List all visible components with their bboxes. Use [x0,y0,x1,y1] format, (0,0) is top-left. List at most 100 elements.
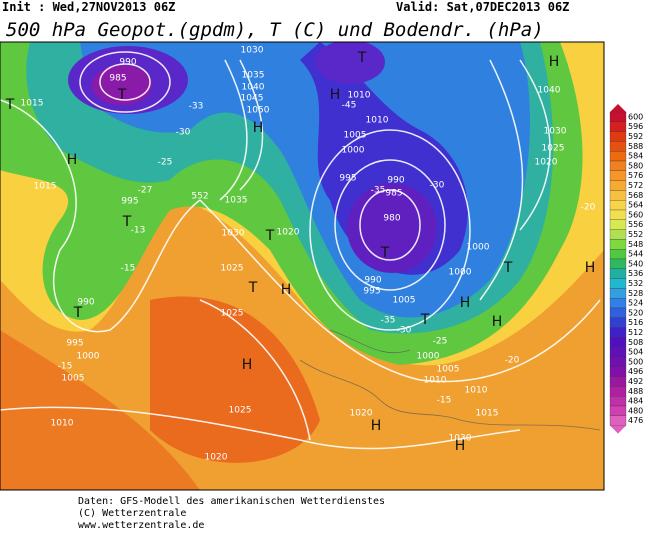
colorbar-label: 516 [628,318,643,327]
colorbar-swatch [609,200,627,211]
init-time: Init : Wed,27NOV2013 06Z [2,0,175,14]
colorbar-swatch [609,327,627,338]
isoline-label: 1025 [542,144,565,154]
colorbar-swatch [609,396,627,407]
colorbar-label: 588 [628,142,643,151]
colorbar-label: 500 [628,357,643,366]
pressure-center: H [460,295,471,311]
colorbar-label: 580 [628,161,643,170]
colorbar-label: 600 [628,112,643,121]
isoline-label: 1020 [277,228,300,238]
pressure-center: T [420,312,430,328]
colorbar-label: 524 [628,299,643,308]
isoline-label: 1010 [366,116,389,126]
isoline-label: 995 [339,174,356,184]
colorbar-swatch [609,337,627,348]
colorbar-label: 528 [628,289,643,298]
isoline-label: 1030 [222,229,245,239]
isoline-label: 1035 [225,196,248,206]
isoline-label: -27 [138,186,153,196]
isoline-label: 1010 [424,376,447,386]
pressure-center: H [253,120,264,136]
isoline-label: 1010 [348,91,371,101]
valid-time: Valid: Sat,07DEC2013 06Z [396,0,569,14]
colorbar-label: 508 [628,338,643,347]
pressure-center: T [73,305,83,321]
colorbar-swatch [609,131,627,142]
colorbar-swatch [609,249,627,260]
pressure-center: H [281,282,292,298]
map-area: 990985T1015TH1015-25-27995T-13552-15990T… [0,42,604,490]
isoline-label: -15 [121,264,136,274]
isoline-label: 1025 [221,309,244,319]
colorbar-label: 532 [628,279,643,288]
colorbar-label: 596 [628,122,643,131]
colorbar-swatch [609,239,627,250]
pressure-center: T [265,228,275,244]
isoline-label: 1000 [77,352,100,362]
isoline-label: 1035 [242,71,265,81]
isoline-label: 1030 [544,127,567,137]
colorbar-swatch [609,317,627,328]
colorbar-label: 592 [628,132,643,141]
isoline-label: 995 [66,339,83,349]
pressure-center: T [503,260,513,276]
colorbar-swatch [609,298,627,309]
colorbar-label: 576 [628,171,643,180]
colorbar-swatch [609,151,627,162]
colorbar-label: 572 [628,181,643,190]
isoline-label: 1020 [535,158,558,168]
isoline-label: 1025 [221,264,244,274]
pressure-center: T [117,87,127,103]
pressure-center: H [585,260,596,276]
colorbar-label: 564 [628,201,643,210]
colorbar-swatch [609,307,627,318]
footer-line: www.wetterzentrale.de [78,520,204,531]
colorbar-swatch [609,160,627,171]
isoline-label: -13 [131,226,146,236]
colorbar-swatch [609,415,627,426]
colorbar-swatch [609,229,627,240]
isoline-label: -45 [342,101,357,111]
isoline-label: 1000 [417,352,440,362]
colorbar-swatch [609,278,627,289]
colorbar-label: 504 [628,348,643,357]
isoline-label: 980 [383,214,400,224]
colorbar-swatch [609,121,627,132]
isoline-label: 1020 [205,453,228,463]
colorbar-swatch [609,366,627,377]
colorbar-label: 496 [628,367,643,376]
isoline-label: 1005 [393,296,416,306]
isoline-label: -30 [397,326,412,336]
isoline-label: 995 [121,197,138,207]
pressure-center: H [242,357,253,373]
isoline-label: -33 [189,102,204,112]
isoline-label: 1010 [465,386,488,396]
colorbar-swatch [609,180,627,191]
pressure-center: H [330,87,341,103]
colorbar-label: 540 [628,259,643,268]
isoline-label: -20 [505,356,520,366]
isoline-label: 990 [77,298,94,308]
isoline-label: -15 [437,396,452,406]
colorbar-label: 476 [628,416,643,425]
colorbar-swatch [609,268,627,279]
pressure-center: H [455,438,466,454]
isoline-label: 1005 [62,374,85,384]
isoline-label: -25 [158,158,173,168]
colorbar-swatch [609,405,627,416]
map-frame [0,41,605,491]
colorbar-label: 520 [628,308,643,317]
pressure-center: T [5,97,15,113]
colorbar-swatch [609,219,627,230]
colorbar-swatch [609,209,627,220]
colorbar-swatch [609,111,627,122]
pressure-center: T [380,245,390,261]
colorbar-cap [610,104,626,112]
isoline-label: 1050 [247,106,270,116]
isoline-label: -35 [371,186,386,196]
isoline-label: -30 [176,128,191,138]
footer-line: Daten: GFS-Modell des amerikanischen Wet… [78,496,385,507]
